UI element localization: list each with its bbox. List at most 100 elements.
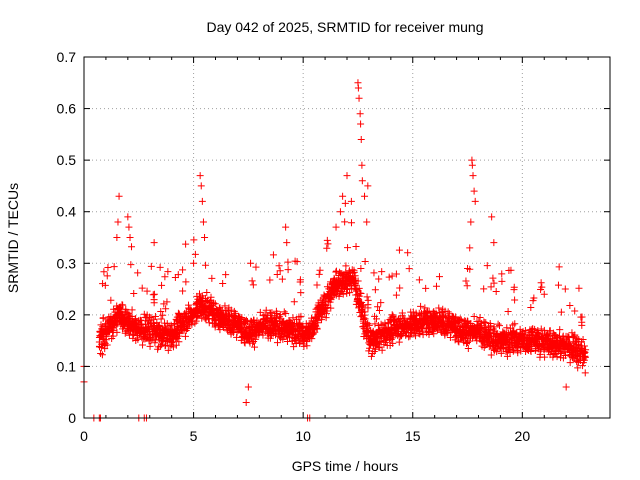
data-point: [562, 383, 570, 391]
data-point: [157, 315, 165, 323]
data-point: [150, 290, 158, 298]
axis-ticks: 0 0.1 0.2 0.3 0.4 0.5 0.6 0.7 0 5 10 15 20: [57, 49, 611, 444]
data-point: [354, 84, 362, 92]
data-point: [498, 277, 506, 285]
data-point: [207, 293, 215, 301]
data-point: [341, 199, 349, 207]
data-point: [488, 213, 496, 221]
data-point: [151, 339, 159, 347]
data-point: [127, 261, 135, 269]
y-axis-label: SRMTID / TECUs: [5, 183, 21, 293]
data-point: [566, 359, 574, 367]
data-point: [219, 279, 227, 287]
data-point: [511, 296, 519, 304]
data-point: [109, 326, 117, 334]
data-point: [248, 277, 256, 285]
data-point: [470, 187, 478, 195]
data-point: [208, 274, 216, 282]
data-point: [341, 218, 349, 226]
data-point: [114, 218, 122, 226]
data-point: [357, 120, 365, 128]
data-point: [99, 314, 107, 322]
data-point: [205, 319, 213, 327]
data-point: [361, 308, 369, 316]
data-point: [561, 285, 569, 293]
data-point: [161, 324, 169, 332]
data-point: [157, 307, 165, 315]
data-point: [378, 346, 386, 354]
y-tick-label: 0.7: [57, 49, 77, 65]
data-point: [487, 283, 495, 291]
data-point: [139, 341, 147, 349]
data-point: [487, 351, 495, 359]
data-point: [164, 346, 172, 354]
data-point: [296, 276, 304, 284]
data-point: [175, 330, 183, 338]
data-point: [193, 313, 201, 321]
data-point: [395, 338, 403, 346]
data-point: [282, 309, 290, 317]
data-point: [446, 333, 454, 341]
x-tick-label: 20: [515, 428, 531, 444]
data-point: [507, 266, 515, 274]
data-point: [503, 352, 511, 360]
data-point: [252, 263, 260, 271]
data-point: [323, 236, 331, 244]
data-point: [202, 298, 210, 306]
data-point: [343, 289, 351, 297]
data-point: [347, 197, 355, 205]
data-point: [192, 317, 200, 325]
data-point: [332, 267, 340, 275]
data-point: [197, 182, 205, 190]
data-point: [405, 333, 413, 341]
data-point: [181, 332, 189, 340]
data-point: [466, 244, 474, 252]
data-point: [147, 262, 155, 270]
x-tick-label: 5: [190, 428, 198, 444]
data-point: [269, 251, 277, 259]
data-point: [392, 291, 400, 299]
data-point: [553, 353, 561, 361]
data-point: [372, 315, 380, 323]
data-point: [159, 311, 167, 319]
data-point: [198, 197, 206, 205]
data-point: [392, 270, 400, 278]
data-point: [158, 281, 166, 289]
data-point: [126, 234, 134, 241]
data-point: [342, 262, 350, 270]
y-tick-label: 0.2: [57, 307, 77, 323]
data-point: [238, 313, 246, 321]
data-point: [339, 192, 347, 200]
data-point: [575, 284, 583, 292]
data-point: [483, 262, 491, 270]
data-point: [565, 338, 573, 346]
data-point: [188, 320, 196, 328]
data-point: [463, 282, 471, 290]
data-point: [464, 345, 472, 353]
data-point: [421, 304, 429, 312]
data-point: [562, 352, 570, 360]
data-point: [138, 284, 146, 292]
data-point: [185, 301, 193, 309]
data-point: [314, 319, 322, 327]
data-point: [396, 284, 404, 292]
data-point: [224, 307, 232, 315]
data-point: [228, 324, 236, 332]
data-point: [273, 317, 281, 325]
data-point: [169, 343, 177, 351]
data-point: [371, 286, 379, 294]
data-point: [119, 301, 127, 309]
data-point: [506, 348, 514, 356]
data-point: [150, 299, 158, 307]
data-point: [511, 320, 519, 328]
data-point: [179, 266, 187, 274]
data-point: [166, 342, 174, 350]
data-point: [97, 350, 105, 358]
x-tick-label: 0: [80, 428, 88, 444]
data-point: [138, 321, 146, 329]
data-point: [537, 325, 545, 333]
y-tick-label: 0.1: [57, 358, 77, 374]
data-point: [125, 331, 133, 339]
data-point: [555, 263, 563, 271]
data-point: [566, 302, 574, 310]
